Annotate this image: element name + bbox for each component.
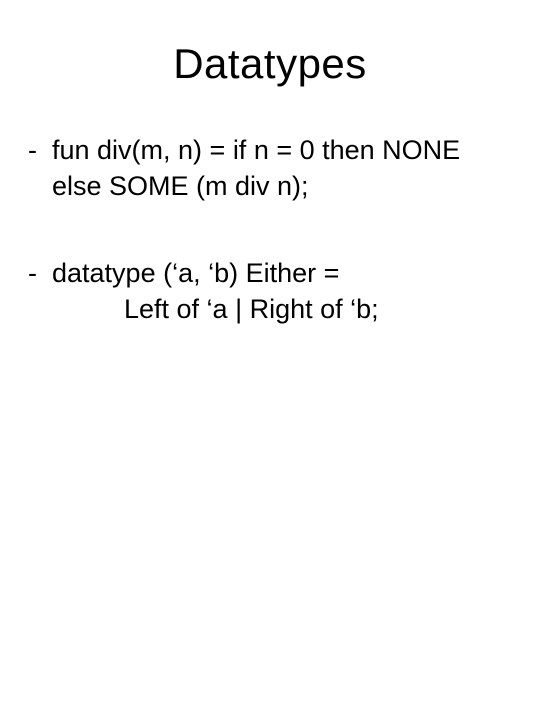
bullet-text: fun div(m, n) = if n = 0 then NONE else … (52, 132, 512, 205)
bullet-text: datatype (‘a, ‘b) Either = (52, 255, 512, 291)
bullet-item: - datatype (‘a, ‘b) Either = (28, 255, 512, 291)
bullet-dash: - (28, 255, 52, 291)
bullet-indent-line: Left of ‘a | Right of ‘b; (28, 291, 512, 327)
slide-body: - fun div(m, n) = if n = 0 then NONE els… (0, 132, 540, 328)
bullet-item: - fun div(m, n) = if n = 0 then NONE els… (28, 132, 512, 205)
slide-title: Datatypes (0, 0, 540, 132)
slide: Datatypes - fun div(m, n) = if n = 0 the… (0, 0, 540, 720)
bullet-dash: - (28, 132, 52, 168)
